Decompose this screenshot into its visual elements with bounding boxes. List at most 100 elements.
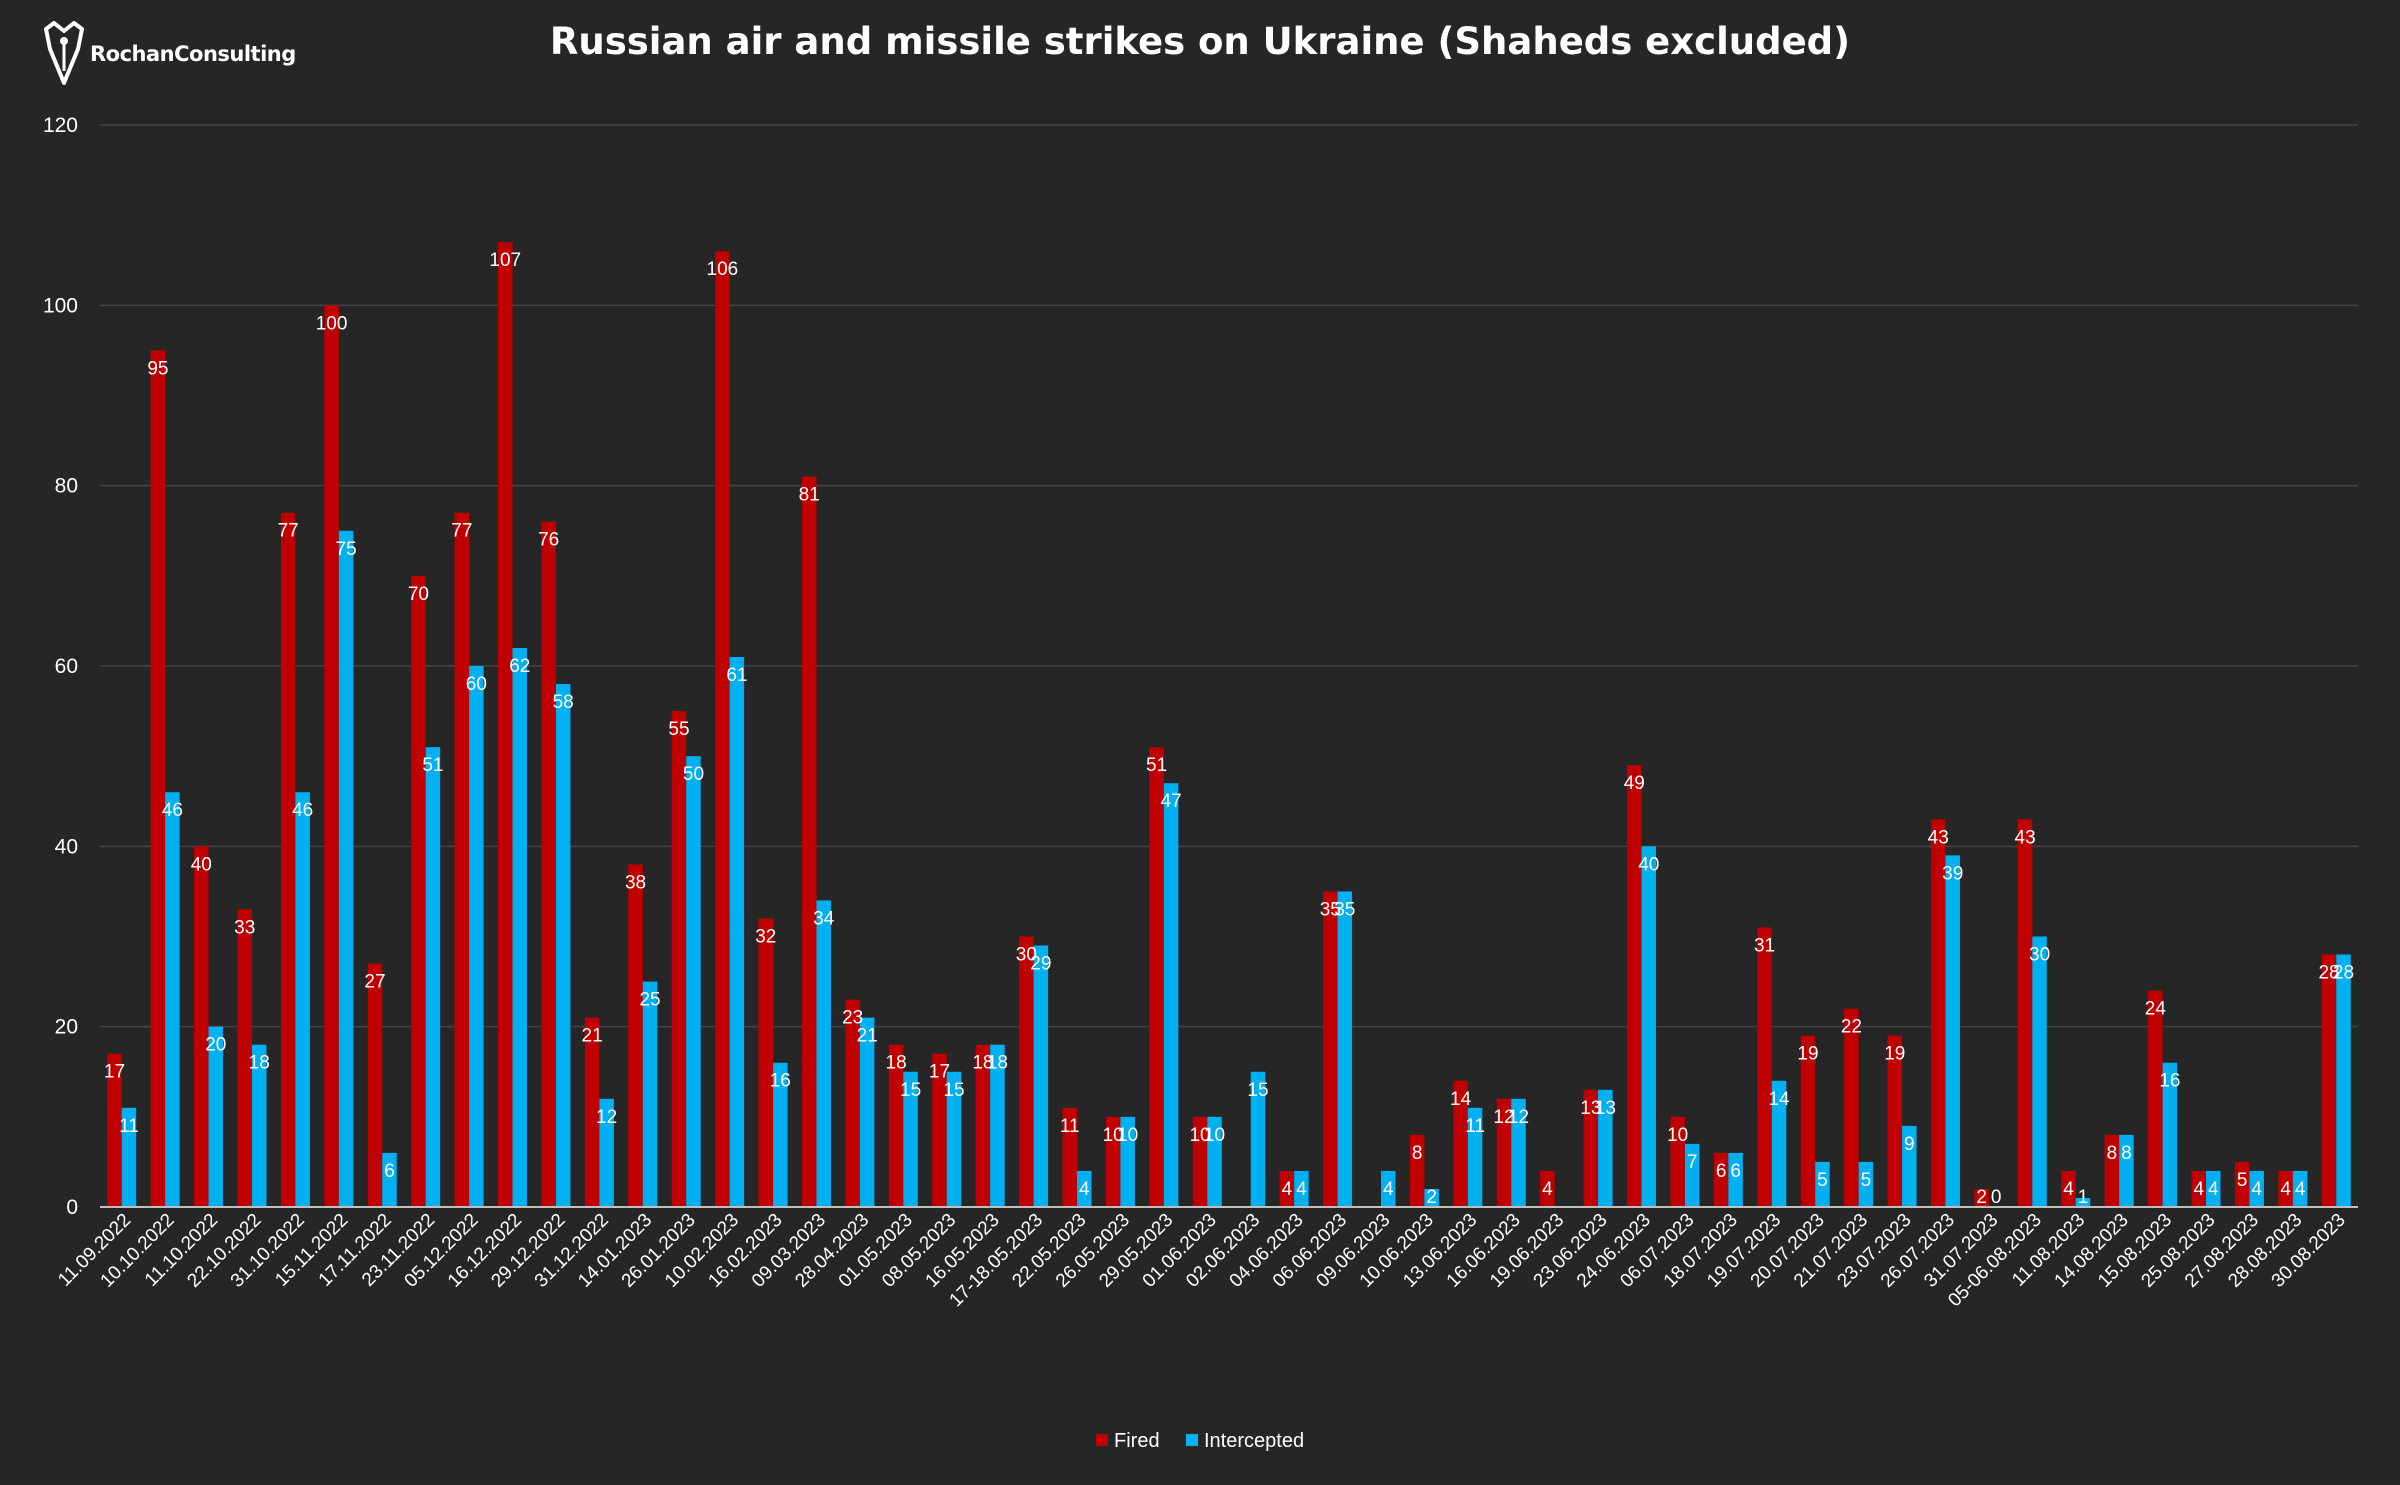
data-label-intercepted: 10 (1117, 1125, 1138, 1146)
bar-fired (454, 512, 470, 1207)
data-label-fired: 17 (929, 1062, 950, 1083)
bar-intercepted (1728, 1152, 1743, 1207)
bar-intercepted (1207, 1116, 1222, 1207)
data-label-fired: 22 (1841, 1017, 1862, 1038)
bar-intercepted (382, 1152, 397, 1207)
data-label-fired: 10 (1103, 1125, 1124, 1146)
data-label-fired: 4 (2280, 1179, 2291, 1200)
rochan-logo: RochanConsulting (42, 18, 296, 90)
data-label-fired: 18 (972, 1053, 993, 1074)
data-label-intercepted: 4 (2251, 1179, 2262, 1200)
data-label-fired: 40 (191, 854, 212, 875)
data-label-intercepted: 50 (683, 764, 704, 785)
data-label-fired: 77 (278, 521, 299, 542)
data-labels: 1711954640203318774610075276705177601076… (104, 250, 2354, 1208)
bar-fired (584, 1017, 600, 1207)
bar-intercepted (946, 1071, 962, 1207)
bar-intercepted (1511, 1098, 1526, 1207)
bar-fired (1844, 1008, 1859, 1207)
bar-intercepted (1250, 1071, 1266, 1207)
bar-intercepted (1120, 1116, 1135, 1207)
data-label-fired: 81 (799, 485, 820, 506)
bar-intercepted (1902, 1125, 1917, 1207)
bar-intercepted (686, 756, 701, 1207)
data-label-fired: 100 (316, 313, 348, 334)
data-label-fired: 77 (451, 521, 472, 542)
y-tick-label: 120 (43, 114, 78, 137)
bar-fired (541, 521, 556, 1207)
x-axis-ticks: 11.09.202210.10.202211.10.202222.10.2022… (54, 1210, 2350, 1312)
data-label-intercepted: 29 (1030, 954, 1051, 975)
bar-fired (194, 846, 209, 1207)
y-tick-label: 40 (55, 835, 78, 858)
data-label-intercepted: 6 (1730, 1161, 1741, 1182)
bar-intercepted (2119, 1134, 2134, 1207)
bar-intercepted (1598, 1089, 1613, 1207)
legend-swatch-fired (1096, 1434, 1108, 1446)
data-label-intercepted: 40 (1638, 854, 1659, 875)
bar-intercepted (2162, 1062, 2178, 1207)
data-label-intercepted: 62 (509, 656, 530, 677)
bar-intercepted (816, 900, 831, 1207)
data-label-fired: 18 (886, 1053, 907, 1074)
y-tick-label: 20 (55, 1016, 78, 1039)
data-label-fired: 76 (538, 530, 559, 551)
data-label-intercepted: 15 (1247, 1080, 1268, 1101)
data-label-fired: 4 (2063, 1179, 2074, 1200)
data-label-intercepted: 35 (1334, 899, 1355, 920)
bar-fired (758, 918, 774, 1207)
bar-fired (932, 1053, 947, 1207)
data-label-intercepted: 7 (1687, 1152, 1698, 1173)
bar-intercepted (1641, 846, 1657, 1207)
data-label-intercepted: 15 (900, 1080, 921, 1101)
y-tick-label: 60 (55, 655, 78, 678)
data-label-intercepted: 46 (292, 800, 313, 821)
data-label-fired: 107 (489, 250, 521, 271)
bar-fired (1670, 1116, 1685, 1207)
bar-fired (2278, 1170, 2293, 1207)
data-label-intercepted: 2 (1426, 1187, 1437, 1208)
data-label-intercepted: 4 (2208, 1179, 2219, 1200)
bar-intercepted (208, 1026, 224, 1207)
bar-fired (2321, 954, 2337, 1207)
bar-intercepted (2206, 1170, 2221, 1207)
bar-intercepted (1467, 1107, 1483, 1207)
bar-fired (1496, 1098, 1512, 1207)
bar-intercepted (425, 747, 441, 1207)
bar-fired (1583, 1089, 1599, 1207)
bar-fired (628, 864, 643, 1207)
data-label-fired: 33 (234, 917, 255, 938)
bar-intercepted (1337, 891, 1353, 1207)
bar-fired (1105, 1116, 1121, 1207)
bar-intercepted (2032, 936, 2047, 1207)
data-label-intercepted: 16 (770, 1071, 791, 1092)
bar-fired (237, 909, 252, 1207)
bar-fired (411, 575, 426, 1207)
data-label-fired: 23 (842, 1008, 863, 1029)
data-label-intercepted: 8 (2121, 1143, 2132, 1164)
bar-intercepted (1077, 1170, 1092, 1207)
data-label-fired: 106 (707, 259, 739, 280)
data-label-intercepted: 14 (1768, 1089, 1790, 1110)
bar-fired (2234, 1161, 2250, 1207)
data-label-fired: 49 (1624, 773, 1645, 794)
data-label-intercepted: 51 (422, 755, 443, 776)
data-label-fired: 70 (408, 584, 429, 605)
data-label-fired: 27 (364, 972, 385, 993)
bar-intercepted (773, 1062, 788, 1207)
data-label-fired: 30 (1016, 945, 1037, 966)
bar-fired (1323, 891, 1338, 1207)
data-label-fired: 19 (1884, 1044, 1905, 1065)
bar-fired (671, 711, 687, 1207)
bar-intercepted (729, 656, 745, 1207)
bar-fired (1192, 1116, 1208, 1207)
data-label-fired: 55 (668, 719, 689, 740)
bar-intercepted (2336, 954, 2351, 1207)
bar-intercepted (1684, 1143, 1700, 1207)
bar-fired (1019, 936, 1034, 1207)
data-label-fired: 8 (1412, 1143, 1423, 1164)
bar-intercepted (295, 792, 310, 1207)
data-label-intercepted: 5 (1861, 1170, 1872, 1191)
data-label-fired: 38 (625, 872, 646, 893)
